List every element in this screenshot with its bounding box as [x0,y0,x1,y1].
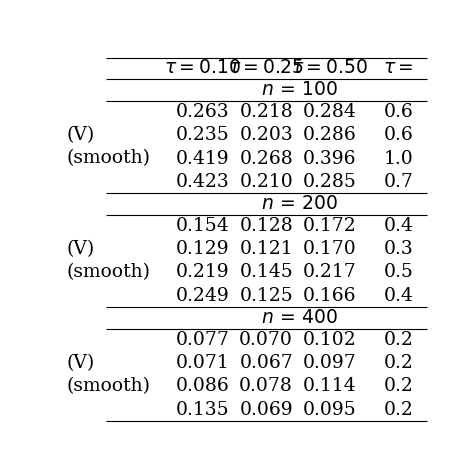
Text: (V): (V) [67,240,95,258]
Text: (V): (V) [67,127,95,145]
Text: 0.070: 0.070 [239,331,293,349]
Text: 0.2: 0.2 [384,401,414,419]
Text: $n\,=\,100$: $n\,=\,100$ [261,81,338,99]
Text: 0.170: 0.170 [303,240,356,258]
Text: 0.210: 0.210 [239,173,293,191]
Text: 0.4: 0.4 [384,217,414,235]
Text: 0.129: 0.129 [176,240,229,258]
Text: 0.128: 0.128 [239,217,293,235]
Text: 0.095: 0.095 [303,401,356,419]
Text: $\tau = 0.50$: $\tau = 0.50$ [292,59,368,77]
Text: $\tau = 0.10$: $\tau = 0.10$ [164,59,241,77]
Text: 0.286: 0.286 [303,127,356,145]
Text: 0.135: 0.135 [176,401,229,419]
Text: 0.2: 0.2 [384,331,414,349]
Text: 0.419: 0.419 [176,149,229,167]
Text: 0.6: 0.6 [384,103,414,121]
Text: $\tau = 0.25$: $\tau = 0.25$ [228,59,304,77]
Text: 0.268: 0.268 [239,149,293,167]
Text: 0.2: 0.2 [384,355,414,373]
Text: 0.249: 0.249 [176,287,229,305]
Text: 0.6: 0.6 [384,127,414,145]
Text: (smooth): (smooth) [67,264,151,282]
Text: 0.285: 0.285 [303,173,356,191]
Text: $n\,=\,200$: $n\,=\,200$ [261,195,338,213]
Text: $n\,=\,400$: $n\,=\,400$ [261,309,338,327]
Text: 1.0: 1.0 [384,149,414,167]
Text: 0.7: 0.7 [384,173,414,191]
Text: $\tau =$: $\tau =$ [383,59,414,77]
Text: 0.067: 0.067 [239,355,293,373]
Text: (smooth): (smooth) [67,377,151,395]
Text: 0.071: 0.071 [176,355,229,373]
Text: 0.069: 0.069 [239,401,293,419]
Text: 0.086: 0.086 [176,377,229,395]
Text: 0.125: 0.125 [239,287,293,305]
Text: 0.4: 0.4 [384,287,414,305]
Text: 0.077: 0.077 [176,331,229,349]
Text: (smooth): (smooth) [67,149,151,167]
Text: 0.154: 0.154 [176,217,229,235]
Text: 0.102: 0.102 [303,331,356,349]
Text: (V): (V) [67,355,95,373]
Text: 0.219: 0.219 [176,264,229,282]
Text: 0.097: 0.097 [303,355,356,373]
Text: 0.078: 0.078 [239,377,293,395]
Text: 0.5: 0.5 [384,264,414,282]
Text: 0.203: 0.203 [239,127,293,145]
Text: 0.3: 0.3 [384,240,414,258]
Text: 0.284: 0.284 [303,103,356,121]
Text: 0.396: 0.396 [303,149,356,167]
Text: 0.172: 0.172 [303,217,356,235]
Text: 0.2: 0.2 [384,377,414,395]
Text: 0.145: 0.145 [239,264,293,282]
Text: 0.114: 0.114 [303,377,356,395]
Text: 0.121: 0.121 [239,240,293,258]
Text: 0.263: 0.263 [176,103,229,121]
Text: 0.166: 0.166 [303,287,356,305]
Text: 0.217: 0.217 [303,264,356,282]
Text: 0.423: 0.423 [176,173,229,191]
Text: 0.218: 0.218 [239,103,293,121]
Text: 0.235: 0.235 [176,127,229,145]
